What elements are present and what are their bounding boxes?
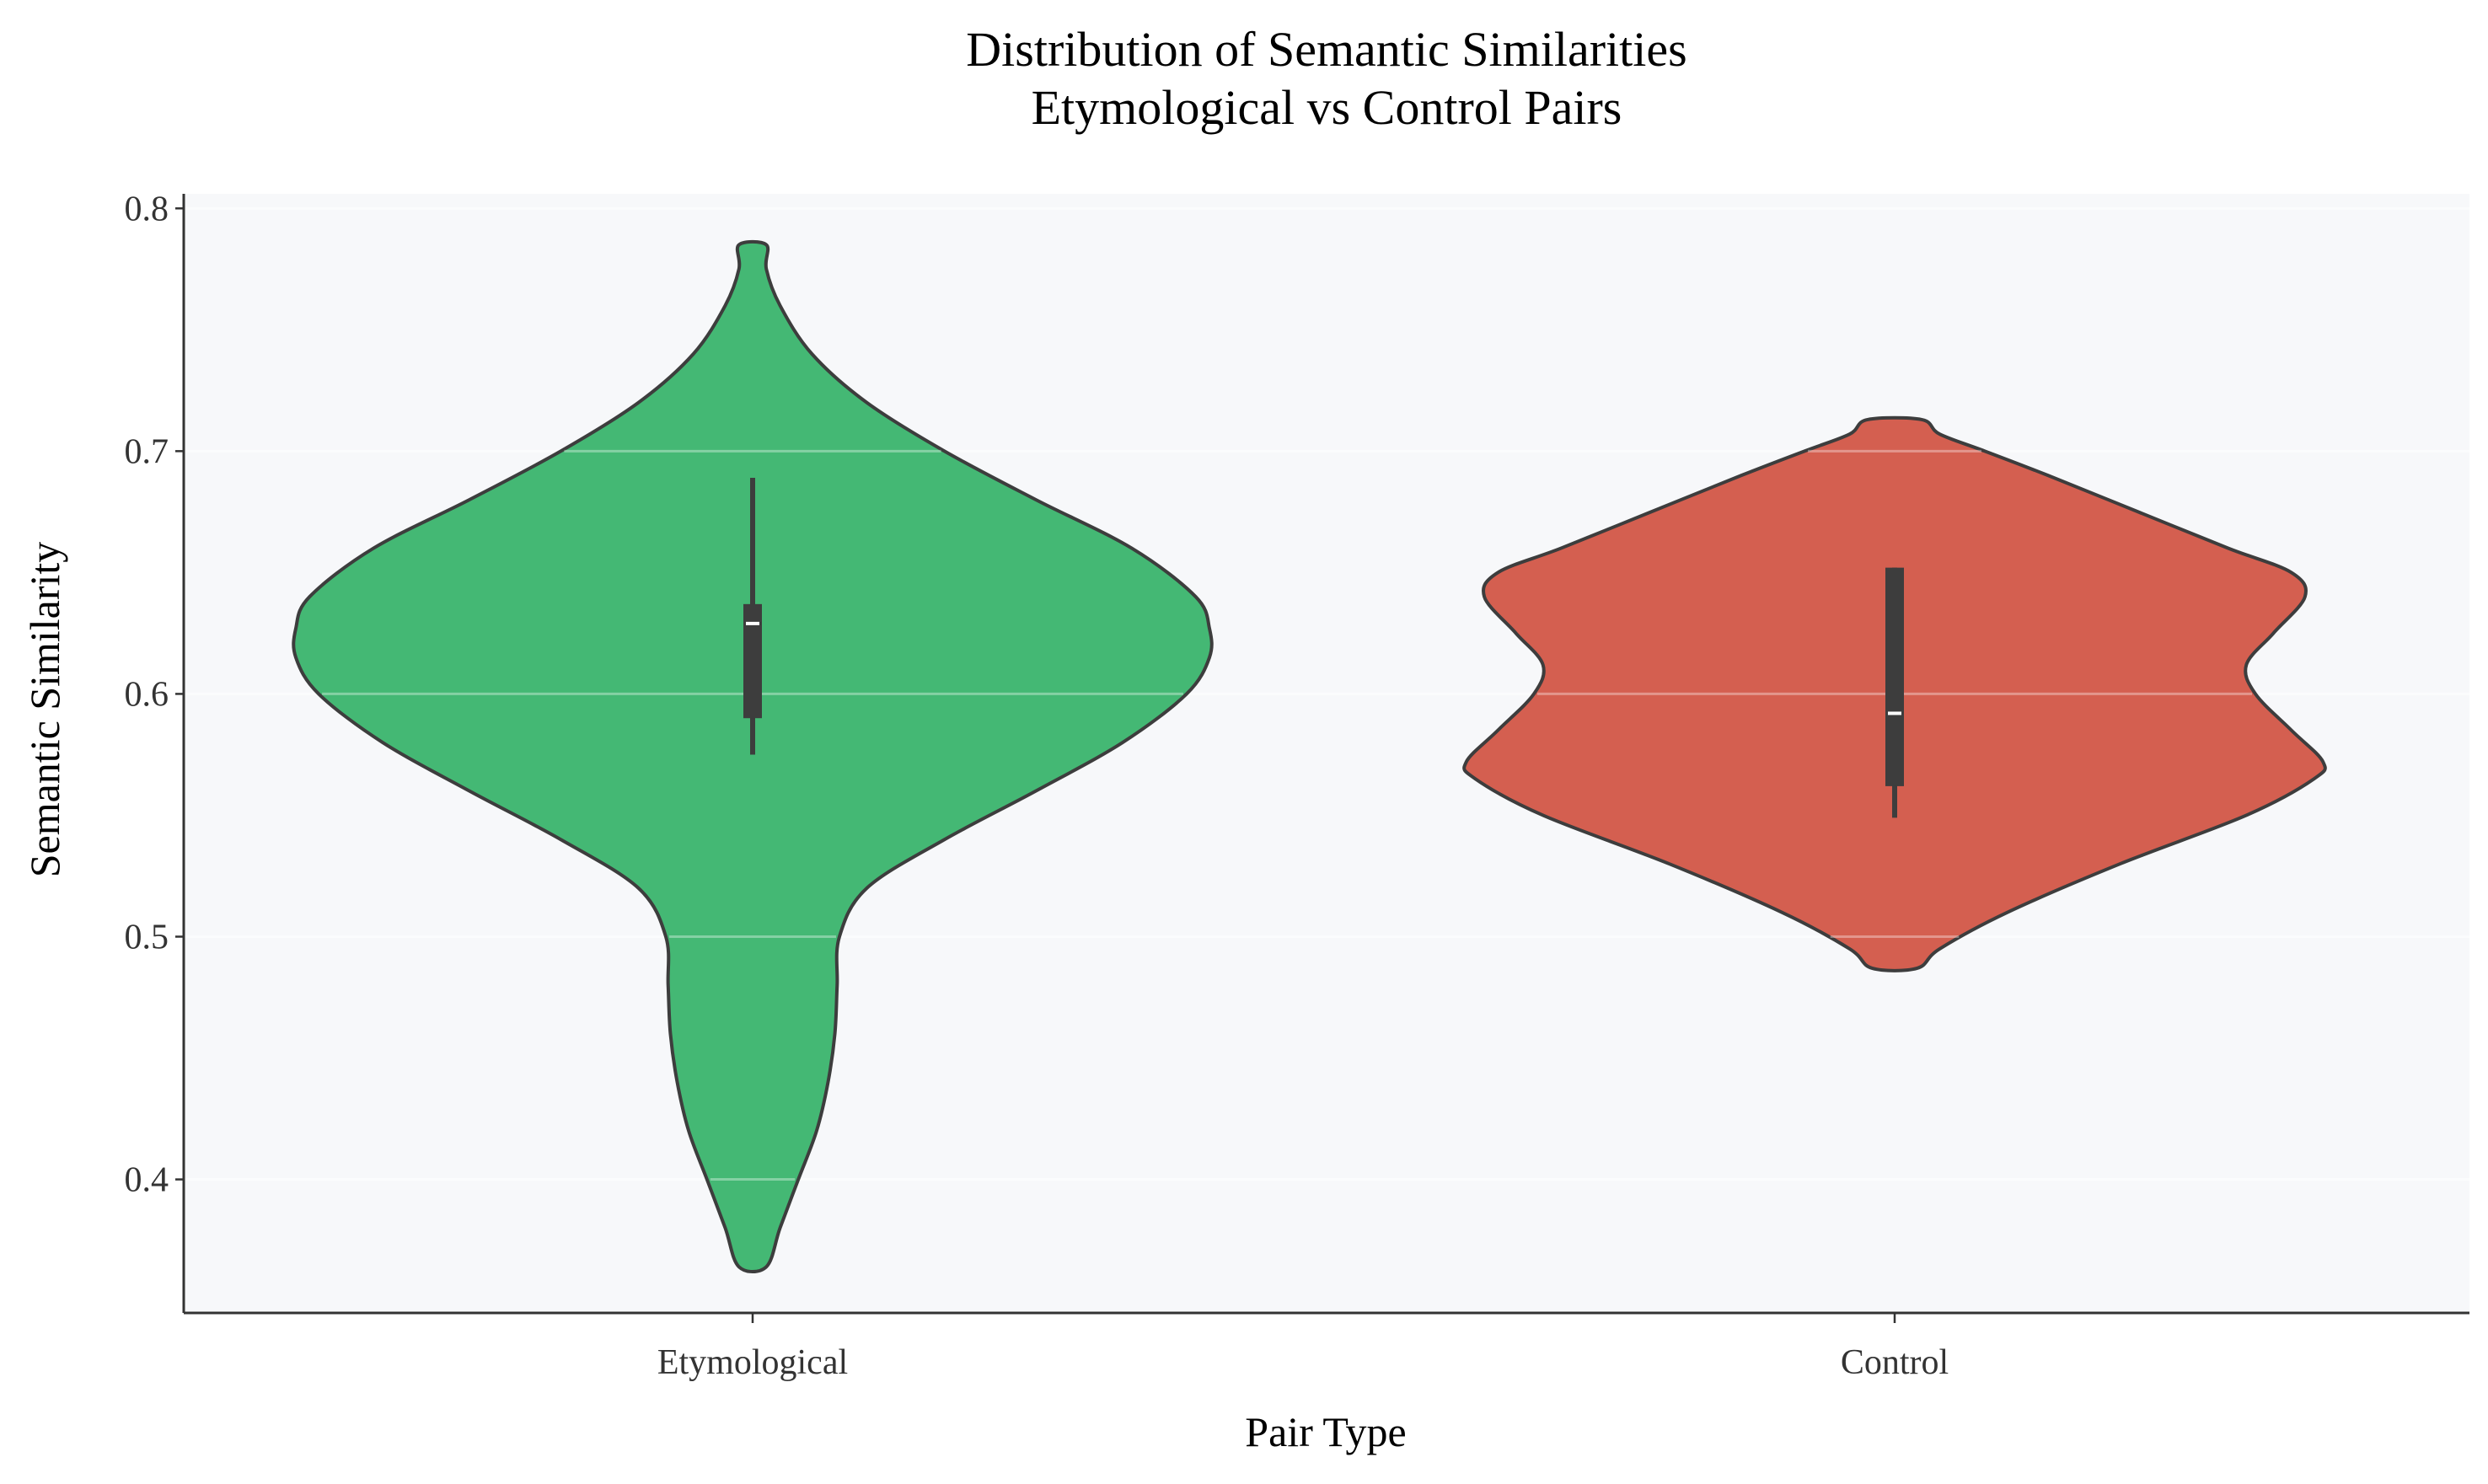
x-ticks: Etymological Control: [657, 1313, 1949, 1382]
y-ticks: 0.4 0.5 0.6 0.7 0.8: [125, 190, 184, 1200]
y-tick-label: 0.4: [125, 1161, 169, 1200]
x-axis-label: Pair Type: [1245, 1408, 1406, 1455]
chart-title-line-2: Etymological vs Control Pairs: [1032, 80, 1622, 135]
y-tick-label: 0.6: [125, 675, 169, 714]
violin-etymological: [292, 239, 1214, 1274]
y-axis-label: Semantic Similarity: [21, 542, 68, 878]
inner-boxplots: [743, 478, 1904, 818]
axes: [182, 194, 2469, 1315]
y-tick-label: 0.8: [125, 190, 169, 228]
chart-title-line-1: Distribution of Semantic Similarities: [966, 22, 1686, 77]
iqr-box-control: [1885, 567, 1904, 786]
iqr-box-etymological: [743, 603, 762, 719]
y-tick-label: 0.5: [125, 918, 169, 956]
x-tick-label: Control: [1841, 1343, 1949, 1382]
y-tick-label: 0.7: [125, 432, 169, 471]
x-tick-label: Etymological: [657, 1343, 848, 1382]
